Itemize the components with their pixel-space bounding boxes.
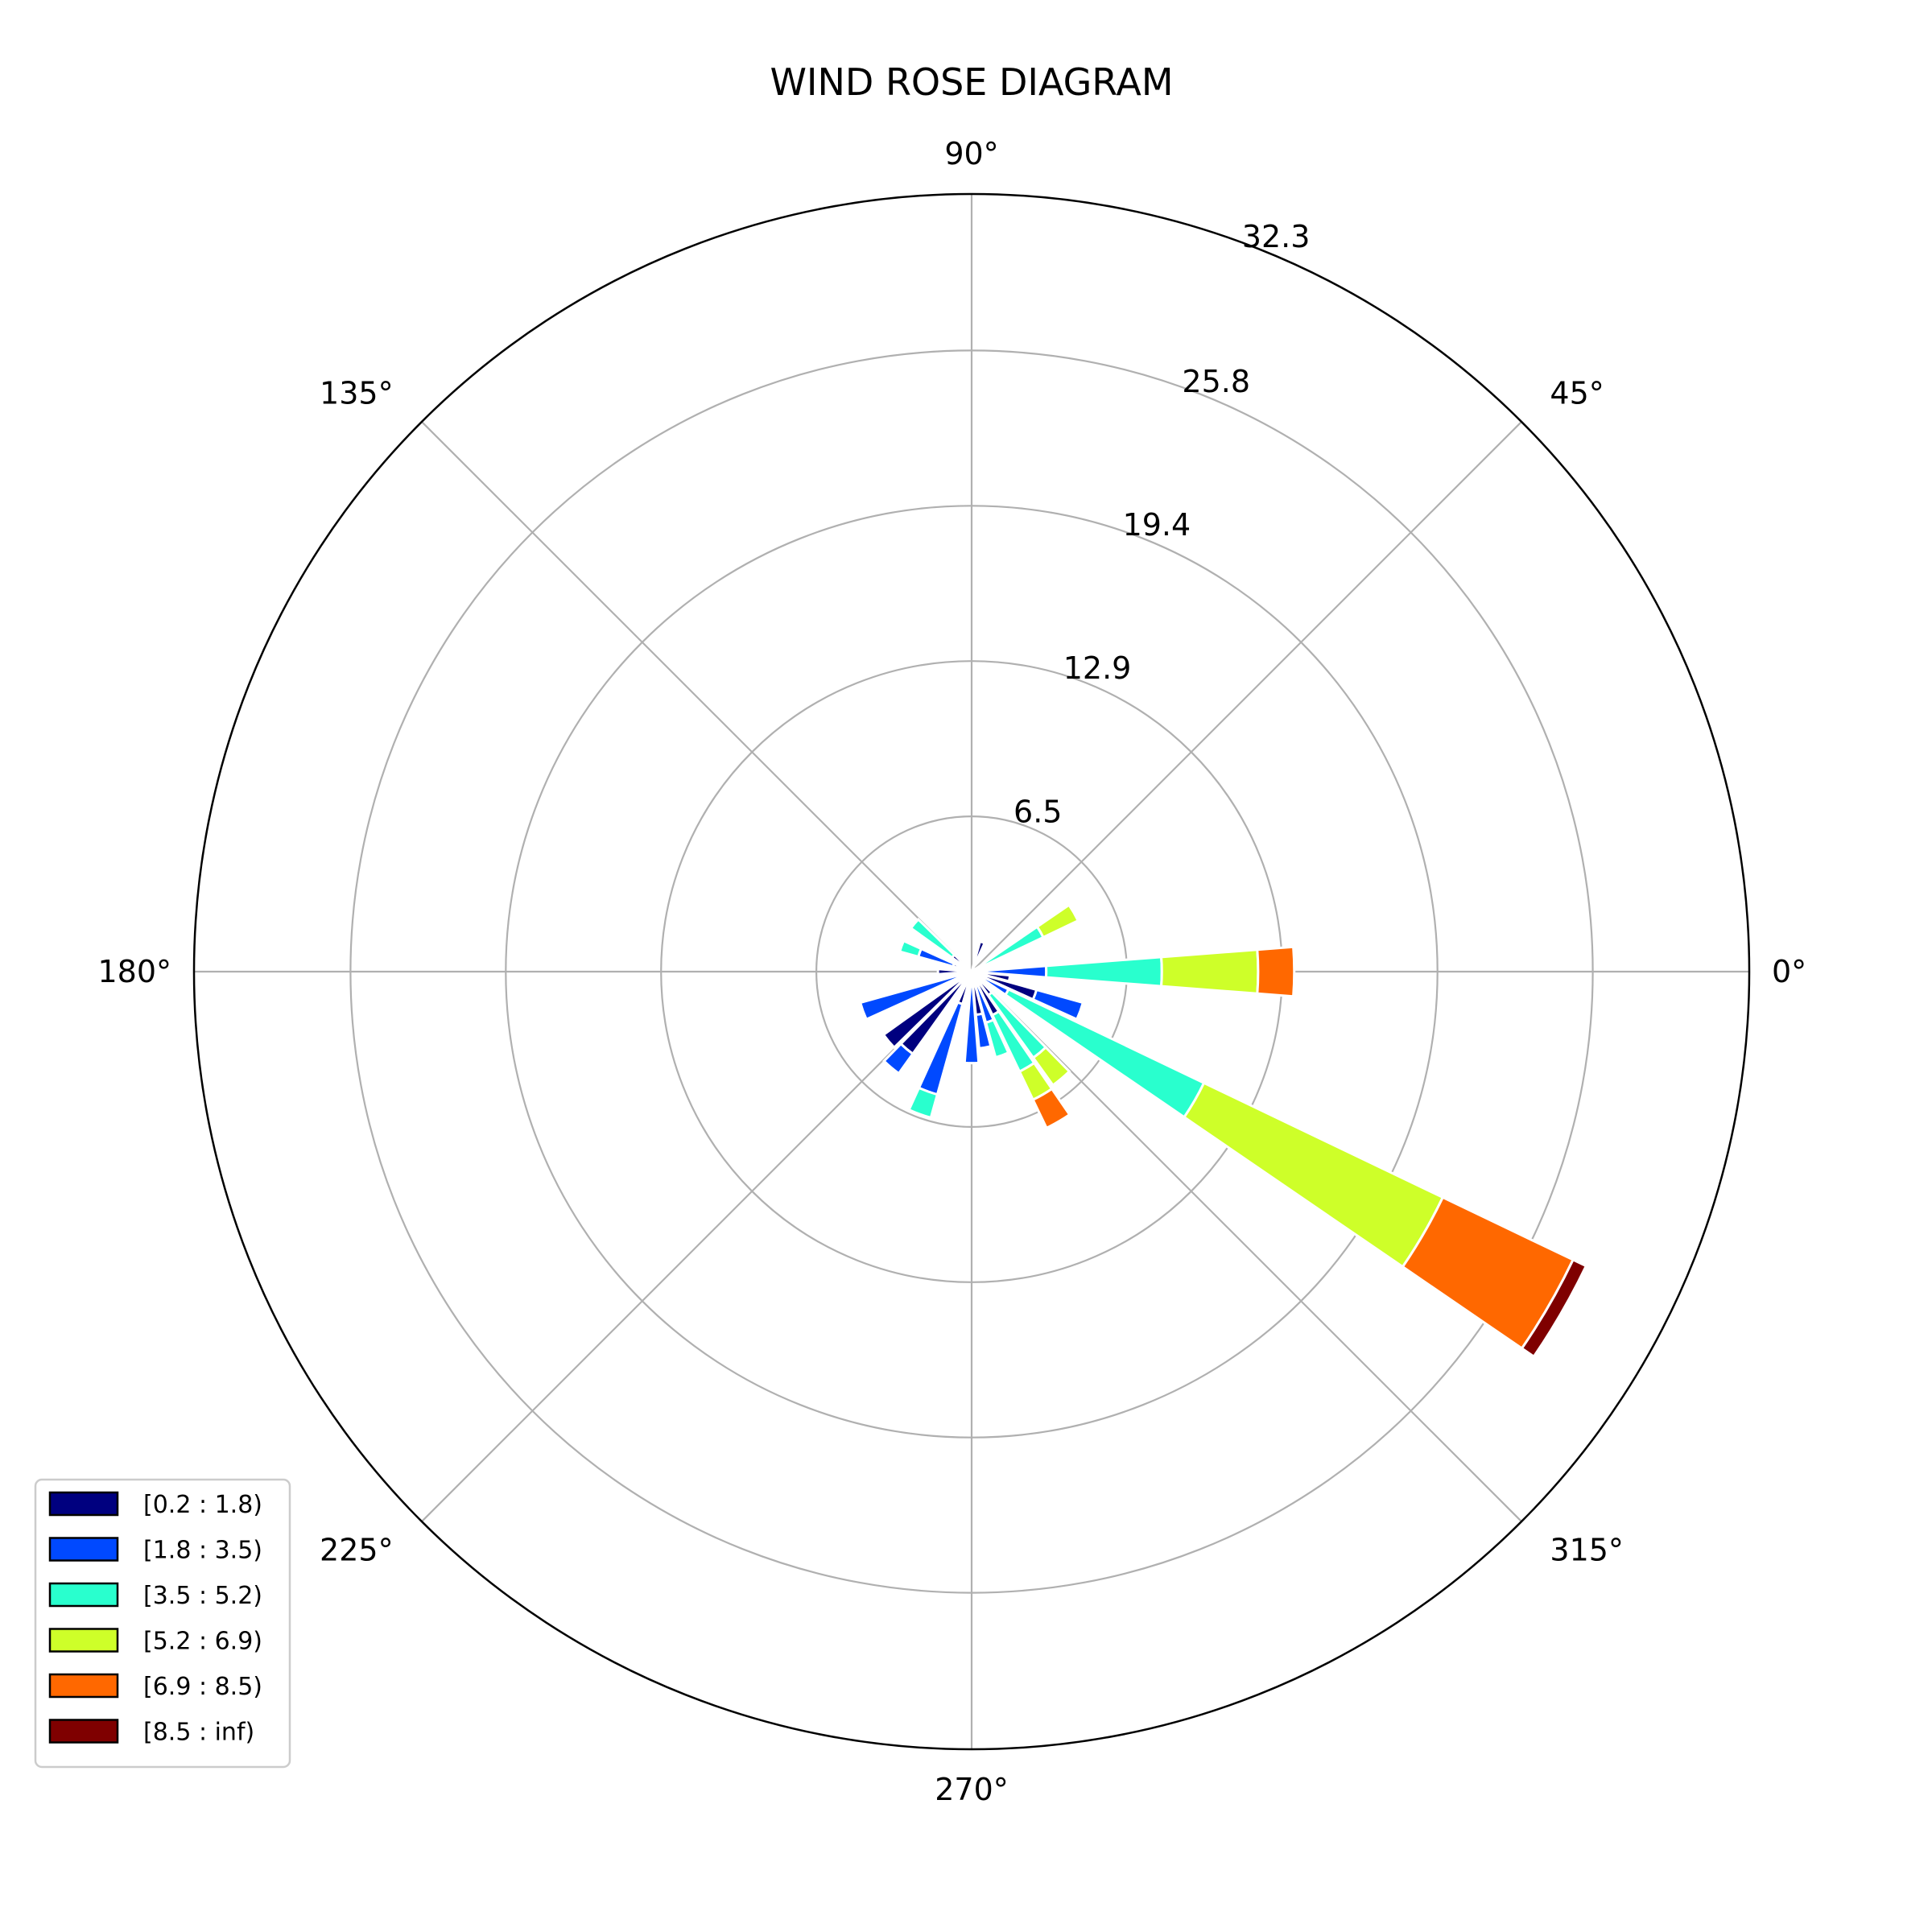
grid-spoke-45: [971, 421, 1522, 972]
legend-label-3: [5.2 : 6.9): [143, 1628, 262, 1656]
bar-dir270-bin1: [963, 985, 980, 1065]
grid-spoke-225: [421, 971, 972, 1522]
bar-dir0-bin3: [1159, 948, 1260, 995]
radial-label-4: 32.3: [1242, 219, 1311, 254]
bar-dir70-bin0: [970, 939, 987, 972]
legend-swatch-4: [48, 1673, 119, 1699]
bar-dir230-bin1: [882, 1042, 914, 1075]
angle-label-135: 135°: [320, 376, 394, 411]
bar-dir250-bin2: [907, 1086, 939, 1120]
angle-label-270: 270°: [935, 1772, 1009, 1807]
bar-dir330-bin3: [1182, 1081, 1445, 1269]
legend-swatch-1: [48, 1537, 119, 1562]
bar-dir340-bin1: [1031, 988, 1085, 1022]
legend-label-2: [3.5 : 5.2): [143, 1582, 262, 1610]
legend: [0.2 : 1.8) [1.8 : 3.5) [3.5 : 5.2) [5.2 : …: [34, 1478, 291, 1769]
angle-label-0: 0°: [1772, 954, 1806, 989]
angle-label-180: 180°: [97, 954, 171, 989]
angle-label-90: 90°: [944, 136, 998, 171]
bar-dir290-bin2: [984, 1018, 1010, 1059]
bar-dir330-bin5: [1520, 1257, 1588, 1359]
legend-swatch-5: [48, 1719, 119, 1744]
legend-label-5: [8.5 : inf): [143, 1719, 254, 1747]
chart-title: WIND ROSE DIAGRAM: [770, 60, 1173, 104]
bar-dir310-bin3: [1031, 1045, 1071, 1088]
legend-swatch-0: [48, 1491, 119, 1517]
bar-dir0-bin4: [1256, 945, 1296, 998]
radial-label-0: 6.5: [1013, 794, 1062, 829]
bar-dir200-bin1: [858, 973, 960, 1022]
grid-spoke-315: [971, 971, 1522, 1522]
legend-label-0: [0.2 : 1.8): [143, 1491, 262, 1519]
radial-label-3: 25.8: [1182, 364, 1250, 399]
polar-frame: [192, 192, 1751, 1751]
radial-label-2: 19.4: [1123, 507, 1191, 543]
legend-swatch-2: [48, 1582, 119, 1608]
grid-spoke-135: [421, 421, 972, 972]
bar-dir220-bin0: [881, 970, 973, 1050]
radial-label-1: 12.9: [1063, 650, 1132, 686]
bar-dir160-bin2: [898, 939, 923, 959]
bar-dir0-bin2: [1044, 956, 1163, 988]
angle-label-225: 225°: [320, 1532, 394, 1567]
bar-dir30-bin3: [1035, 903, 1080, 939]
bar-dir350-bin0: [971, 970, 1012, 983]
angle-label-315: 315°: [1550, 1532, 1624, 1567]
legend-label-1: [1.8 : 3.5): [143, 1537, 262, 1565]
legend-label-4: [6.9 : 8.5): [143, 1673, 262, 1701]
legend-swatch-3: [48, 1628, 119, 1653]
bar-dir300-bin4: [1031, 1087, 1071, 1130]
angle-label-45: 45°: [1550, 376, 1604, 411]
bar-dir140-bin2: [909, 918, 956, 960]
wind-bars: [858, 903, 1588, 1359]
bar-dir180-bin0: [936, 968, 972, 976]
axis-labels: 0° 45° 90° 135° 180° 225° 270° 315° 6.5 12.9 19.4 2…: [97, 136, 1806, 1807]
bar-dir280-bin1: [974, 1012, 993, 1050]
bar-dir30-bin2: [980, 925, 1046, 968]
